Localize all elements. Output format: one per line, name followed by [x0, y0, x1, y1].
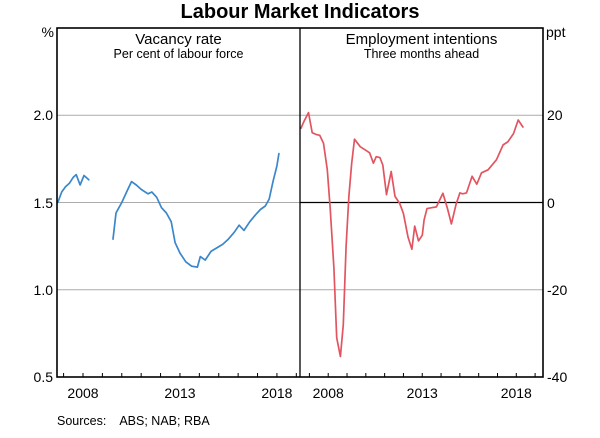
y-axis-tick-label: 1.0 [33, 281, 53, 298]
chart-title: Labour Market Indicators [180, 1, 420, 23]
y-axis-tick-label: 20 [547, 107, 563, 124]
x-axis-year-label: 2013 [406, 385, 438, 401]
sources-label: Sources: [57, 414, 107, 428]
panel-title-employment-intentions: Employment intentions [345, 31, 498, 48]
x-axis-year-label: 2018 [500, 385, 532, 401]
y-axis-tick-label: -20 [547, 281, 568, 298]
panel-title-vacancy-rate: Vacancy rate [135, 31, 222, 48]
sources-line: Sources: ABS; NAB; RBA [57, 414, 210, 428]
x-axis-year-label: 2008 [67, 385, 99, 401]
y-axis-tick-label: 2.0 [33, 107, 53, 124]
left-axis-unit: % [41, 24, 54, 40]
x-axis-year-label: 2008 [312, 385, 344, 401]
y-axis-tick-label: 1.5 [33, 194, 53, 211]
vacancy-rate-line [112, 152, 280, 268]
right-axis-unit: ppt [546, 24, 566, 40]
y-axis-tick-label: -40 [547, 369, 568, 385]
sources-text: ABS; NAB; RBA [119, 414, 210, 428]
y-axis-tick-label: 0.5 [33, 369, 53, 385]
x-axis-year-label: 2018 [261, 385, 293, 401]
x-axis-year-label: 2013 [164, 385, 196, 401]
vacancy-rate-line [56, 173, 90, 204]
y-axis-tick-label: 0 [547, 194, 555, 211]
panel-subtitle-employment-intentions: Three months ahead [363, 47, 480, 61]
employment-intentions-line [300, 111, 524, 358]
panel-subtitle-vacancy-rate: Per cent of labour force [113, 47, 244, 61]
